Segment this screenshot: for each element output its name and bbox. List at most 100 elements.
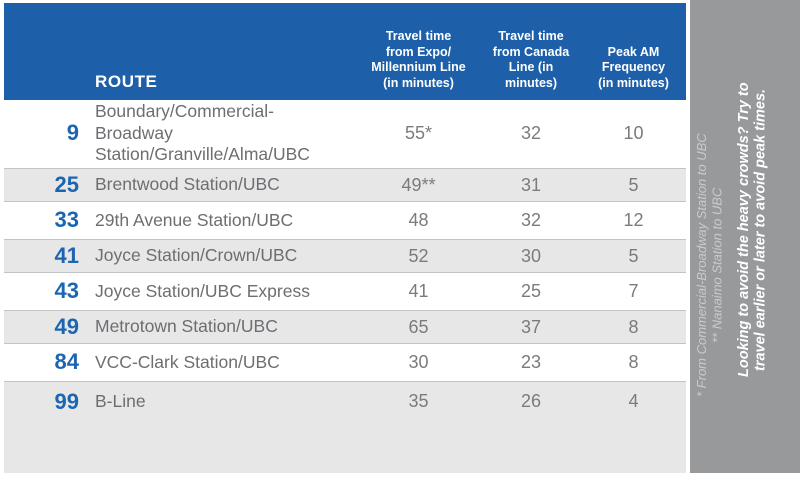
route-name-cell: B-Line <box>79 387 356 411</box>
canada-travel-time: 32 <box>520 123 542 143</box>
footnotes-text: * From Commercial-Broadway Station to UB… <box>694 133 725 397</box>
peak-frequency: 8 <box>628 316 639 337</box>
table-row: 43 Joyce Station/UBC Express 41 25 7 <box>4 274 686 309</box>
route-number: 43 <box>54 278 79 303</box>
route-name-cell: Joyce Station/Crown/UBC <box>79 245 356 267</box>
route-name: Boundary/Commercial-Broadway Station/Gra… <box>95 100 310 165</box>
route-number: 33 <box>54 207 79 232</box>
expo-travel-time: 41 <box>408 281 429 301</box>
canada-travel-time-cell: 32 <box>481 210 581 231</box>
peak-frequency: 5 <box>628 174 639 195</box>
peak-frequency-cell: 5 <box>581 175 686 196</box>
peak-frequency: 4 <box>628 391 639 411</box>
expo-travel-time: 30 <box>408 352 429 372</box>
table-row: 25 Brentwood Station/UBC 49** 31 5 <box>4 168 686 202</box>
table-row: 84 VCC-Clark Station/UBC 30 23 8 <box>4 345 686 380</box>
peak-frequency-cell: 4 <box>581 387 686 411</box>
expo-travel-time: 35 <box>408 391 429 411</box>
peak-frequency: 5 <box>628 245 639 266</box>
route-number-cell: 49 <box>4 313 79 339</box>
route-number-cell: 84 <box>4 351 79 374</box>
table-body: 9 Boundary/Commercial-Broadway Station/G… <box>4 100 686 473</box>
expo-travel-time-cell: 35 <box>356 387 481 411</box>
route-name: Joyce Station/Crown/UBC <box>95 245 298 266</box>
expo-travel-time-cell: 55* <box>356 123 481 144</box>
expo-travel-time-cell: 52 <box>356 246 481 267</box>
expo-travel-time-cell: 48 <box>356 210 481 231</box>
peak-frequency-cell: 8 <box>581 352 686 373</box>
route-name-cell: Metrotown Station/UBC <box>79 316 356 338</box>
canada-travel-time-cell: 32 <box>481 123 581 144</box>
route-name: 29th Avenue Station/UBC <box>95 209 294 230</box>
route-number: 99 <box>54 389 79 414</box>
canada-travel-time: 37 <box>520 316 542 337</box>
expo-travel-time: 55* <box>404 123 433 143</box>
canada-travel-time-cell: 25 <box>481 281 581 302</box>
route-name-cell: Joyce Station/UBC Express <box>79 281 356 303</box>
peak-frequency-cell: 10 <box>581 123 686 144</box>
frequency-column-header: Peak AM Frequency (in minutes) <box>598 44 669 91</box>
expo-travel-time-cell: 30 <box>356 352 481 373</box>
avoid-crowds-message: Looking to avoid the heavy crowds? Try t… <box>736 82 769 378</box>
frequency-column-header-cell: Peak AM Frequency (in minutes) <box>581 45 686 93</box>
route-name: VCC-Clark Station/UBC <box>95 351 280 372</box>
route-name: Brentwood Station/UBC <box>95 174 280 195</box>
peak-frequency-cell: 8 <box>581 317 686 338</box>
peak-frequency: 7 <box>628 281 639 301</box>
route-name-cell: 29th Avenue Station/UBC <box>79 210 356 232</box>
table-header: ROUTE Travel time from Expo/ Millennium … <box>4 3 686 100</box>
route-number-cell: 43 <box>4 280 79 303</box>
route-number-cell: 25 <box>4 171 79 197</box>
peak-frequency-cell: 12 <box>581 210 686 231</box>
route-name-cell: Boundary/Commercial-Broadway Station/Gra… <box>79 101 356 166</box>
route-number-cell: 33 <box>4 209 79 232</box>
canada-travel-time-cell: 31 <box>481 175 581 196</box>
expo-travel-time: 52 <box>408 245 429 266</box>
transit-travel-time-table: ROUTE Travel time from Expo/ Millennium … <box>4 3 686 473</box>
peak-frequency-cell: 7 <box>581 281 686 302</box>
table-row: 9 Boundary/Commercial-Broadway Station/G… <box>4 100 686 167</box>
peak-frequency-cell: 5 <box>581 246 686 267</box>
route-number: 41 <box>54 242 79 268</box>
canada-travel-time-cell: 26 <box>481 387 581 411</box>
canada-travel-time: 30 <box>520 245 542 266</box>
route-name-cell: VCC-Clark Station/UBC <box>79 352 356 374</box>
canada-travel-time-cell: 37 <box>481 317 581 338</box>
peak-frequency: 10 <box>623 123 644 143</box>
canada-travel-time-cell: 30 <box>481 246 581 267</box>
expo-column-header-cell: Travel time from Expo/ Millennium Line (… <box>356 29 481 92</box>
table-row: 99 B-Line 35 26 4 <box>4 381 686 473</box>
canada-travel-time: 26 <box>520 391 542 411</box>
expo-travel-time-cell: 41 <box>356 281 481 302</box>
route-name-cell: Brentwood Station/UBC <box>79 174 356 196</box>
route-number: 49 <box>54 313 79 339</box>
expo-column-header: Travel time from Expo/ Millennium Line (… <box>371 28 466 90</box>
route-name: Metrotown Station/UBC <box>95 316 278 337</box>
route-name: Joyce Station/UBC Express <box>95 280 310 301</box>
canada-column-header-cell: Travel time from Canada Line (in minutes… <box>481 29 581 92</box>
canada-travel-time: 23 <box>520 352 542 372</box>
expo-travel-time-cell: 65 <box>356 317 481 338</box>
route-number: 25 <box>54 171 79 197</box>
sidebar: * From Commercial-Broadway Station to UB… <box>690 0 800 473</box>
route-column-header: ROUTE <box>95 72 158 91</box>
expo-travel-time-cell: 49** <box>356 175 481 196</box>
expo-travel-time: 49** <box>401 174 436 195</box>
route-number: 9 <box>66 120 79 145</box>
table-row: 33 29th Avenue Station/UBC 48 32 12 <box>4 203 686 238</box>
canada-travel-time: 25 <box>520 281 542 301</box>
table-row: 41 Joyce Station/Crown/UBC 52 30 5 <box>4 239 686 273</box>
route-number-cell: 99 <box>4 387 79 413</box>
route-column-header-cell: ROUTE <box>79 72 356 92</box>
canada-travel-time: 31 <box>520 174 542 195</box>
expo-travel-time: 48 <box>408 210 429 230</box>
canada-travel-time-cell: 23 <box>481 352 581 373</box>
route-number: 84 <box>54 349 79 374</box>
table-row: 49 Metrotown Station/UBC 65 37 8 <box>4 310 686 344</box>
peak-frequency: 8 <box>628 352 639 372</box>
expo-travel-time: 65 <box>408 316 429 337</box>
route-number-cell: 41 <box>4 242 79 268</box>
canada-travel-time: 32 <box>520 210 542 230</box>
route-name: B-Line <box>95 391 146 411</box>
peak-frequency: 12 <box>623 210 644 230</box>
